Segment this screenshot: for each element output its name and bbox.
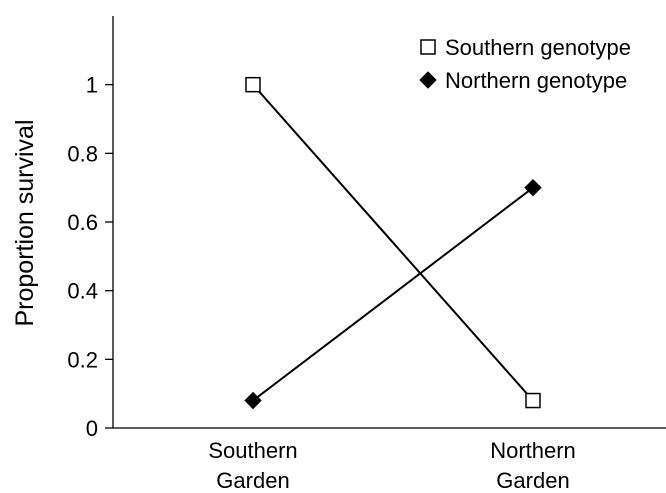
x-category-label: Northern Garden: [490, 438, 576, 493]
legend: Southern genotype Northern genotype: [419, 35, 631, 93]
data-point-open-square: [245, 76, 261, 93]
y-tick-label: 0: [86, 416, 98, 441]
x-category-label: Southern Garden: [208, 438, 297, 493]
y-tick-label: 0.6: [67, 210, 98, 235]
y-tick-label: 0.2: [67, 347, 98, 372]
data-point-filled-diamond: [244, 391, 262, 410]
y-axis-title: Proportion survival: [11, 119, 39, 326]
y-tick-label: 1: [86, 73, 98, 98]
x-category-labels: Southern Garden Northern Garden: [208, 438, 575, 493]
legend-marker: [419, 71, 437, 89]
y-tick-label: 0.8: [67, 141, 98, 166]
series-layer: [244, 76, 542, 410]
series-line: [252, 186, 534, 402]
y-ticks: 0 0.2 0.4 0.6 0.8 1: [67, 73, 113, 441]
data-point-open-square: [525, 392, 541, 409]
legend-label: Northern genotype: [445, 68, 627, 93]
legend-label: Southern genotype: [445, 35, 631, 60]
data-point-filled-diamond: [524, 178, 542, 197]
legend-marker: [420, 39, 436, 55]
y-tick-label: 0.4: [67, 279, 98, 304]
series-line: [252, 84, 534, 402]
